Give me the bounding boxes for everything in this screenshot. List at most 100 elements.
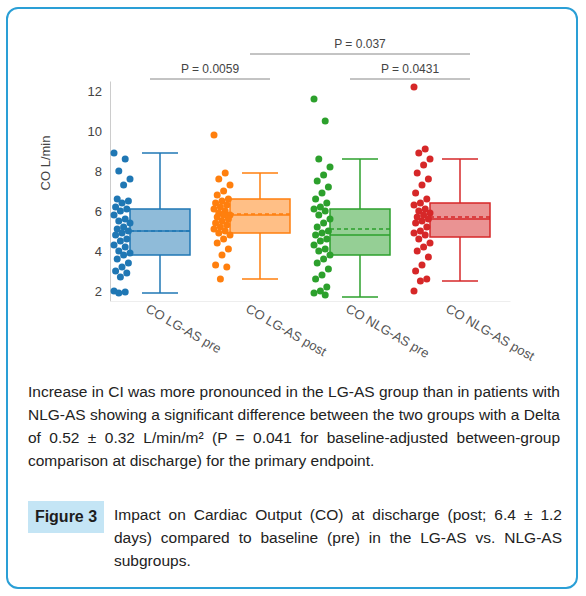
- point: [311, 290, 318, 297]
- whisker-low: [159, 255, 161, 293]
- whisker-low: [359, 255, 361, 297]
- y-tick: 6: [95, 204, 110, 219]
- point: [220, 236, 227, 243]
- median: [430, 218, 490, 220]
- box: [430, 203, 490, 237]
- bracket: [250, 54, 470, 55]
- point: [427, 156, 434, 163]
- y-axis: 24681012: [88, 82, 111, 302]
- whisker-cap-high: [442, 158, 478, 160]
- point: [317, 238, 324, 245]
- point: [323, 236, 330, 243]
- x-tick-label: CO NLG-AS post: [443, 301, 537, 364]
- point: [420, 244, 427, 251]
- point: [412, 268, 419, 275]
- point: [411, 202, 418, 209]
- point: [327, 216, 334, 223]
- x-tick: CO NLG-AS post: [443, 301, 537, 364]
- point: [412, 190, 419, 197]
- point: [325, 266, 332, 273]
- point: [311, 242, 318, 249]
- point: [319, 190, 326, 197]
- point: [315, 248, 322, 255]
- p-value: P = 0.0059: [181, 62, 239, 76]
- point: [225, 196, 232, 203]
- point: [120, 182, 127, 189]
- point: [123, 270, 130, 277]
- point: [122, 289, 129, 296]
- annotations: P = 0.0059P = 0.037P = 0.0431: [150, 37, 470, 79]
- point: [311, 96, 318, 103]
- point: [319, 272, 326, 279]
- point: [127, 220, 134, 227]
- y-axis-line: [110, 82, 111, 302]
- point: [314, 260, 321, 267]
- point: [123, 236, 130, 243]
- point: [222, 170, 229, 177]
- mean: [430, 216, 490, 218]
- point: [223, 264, 230, 271]
- point: [419, 182, 426, 189]
- whisker-high: [459, 159, 461, 203]
- x-tick-label: CO NLG-AS pre: [343, 301, 432, 361]
- whisker-cap-low: [142, 292, 178, 294]
- whisker-cap-low: [242, 278, 278, 280]
- point: [319, 230, 326, 237]
- whisker-high: [259, 173, 261, 199]
- whisker-cap-high: [142, 152, 178, 154]
- y-tick: 12: [88, 84, 110, 99]
- caption: Impact on Cardiac Output (CO) at dischar…: [114, 503, 562, 572]
- mean: [330, 228, 390, 230]
- whisker-cap-low: [442, 280, 478, 282]
- point: [414, 170, 421, 177]
- box: [130, 209, 190, 255]
- paragraph: Increase in CI was more pronounced in th…: [28, 380, 560, 472]
- point: [115, 168, 122, 175]
- point: [111, 212, 118, 219]
- point: [323, 284, 330, 291]
- y-tick-label: 8: [95, 164, 102, 179]
- point: [215, 176, 222, 183]
- y-tick-label: 6: [95, 204, 102, 219]
- box-group: [211, 132, 291, 283]
- figure-label: Figure 3: [28, 501, 104, 533]
- point: [312, 276, 319, 283]
- point: [427, 210, 434, 217]
- whisker-cap-low: [342, 296, 378, 298]
- point: [425, 216, 432, 223]
- point: [417, 278, 424, 285]
- chart: 24681012CO L/minCO LG-AS preCO LG-AS pos…: [0, 0, 586, 372]
- point: [120, 252, 127, 259]
- point: [425, 254, 432, 261]
- point: [227, 182, 234, 189]
- mean: [130, 230, 190, 232]
- y-tick-label: 4: [95, 244, 102, 259]
- whisker-high: [359, 159, 361, 209]
- y-axis-title: CO L/min: [38, 136, 53, 191]
- point: [111, 242, 118, 249]
- point: [411, 84, 418, 91]
- point: [411, 288, 418, 295]
- point: [115, 290, 122, 297]
- point: [322, 208, 329, 215]
- box: [330, 209, 390, 255]
- y-tick-label: 12: [88, 84, 102, 99]
- point: [112, 268, 119, 275]
- point: [320, 256, 327, 263]
- point: [423, 196, 430, 203]
- point: [214, 240, 221, 247]
- median: [230, 214, 290, 216]
- point: [427, 240, 434, 247]
- p-value: P = 0.0431: [381, 62, 439, 76]
- bracket: [350, 79, 470, 80]
- point: [114, 256, 121, 263]
- point: [423, 224, 430, 231]
- whisker-cap-high: [342, 158, 378, 160]
- point: [117, 238, 124, 245]
- point: [425, 176, 432, 183]
- point: [127, 176, 134, 183]
- point: [312, 196, 319, 203]
- point: [112, 232, 119, 239]
- point: [322, 292, 329, 299]
- y-tick: 8: [95, 164, 110, 179]
